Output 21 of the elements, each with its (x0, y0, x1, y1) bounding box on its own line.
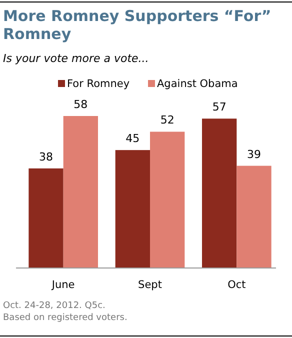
bar (63, 116, 98, 268)
bar (202, 118, 237, 268)
bar (115, 150, 150, 268)
data-label: 39 (247, 148, 261, 161)
data-label: 45 (126, 132, 140, 146)
legend-label: For Romney (67, 78, 130, 90)
data-label: 38 (39, 150, 53, 164)
x-tick-label: Oct (228, 279, 246, 291)
x-tick-label: Sept (138, 279, 162, 291)
x-tick-label: June (50, 279, 75, 291)
bar (28, 168, 64, 268)
chart-title: More Romney Supporters “For” Romney (3, 7, 272, 43)
text: Based on registered voters. (3, 313, 128, 323)
bar (150, 132, 185, 268)
bar (236, 166, 272, 268)
text: Oct. 24-28, 2012. Q5c. (3, 301, 106, 311)
data-label: 58 (74, 98, 88, 111)
data-label: 52 (160, 114, 174, 127)
data-label: 57 (212, 100, 226, 114)
legend-label: Against Obama (157, 78, 238, 90)
chart-subtitle: Is your vote more a vote... (3, 52, 149, 65)
